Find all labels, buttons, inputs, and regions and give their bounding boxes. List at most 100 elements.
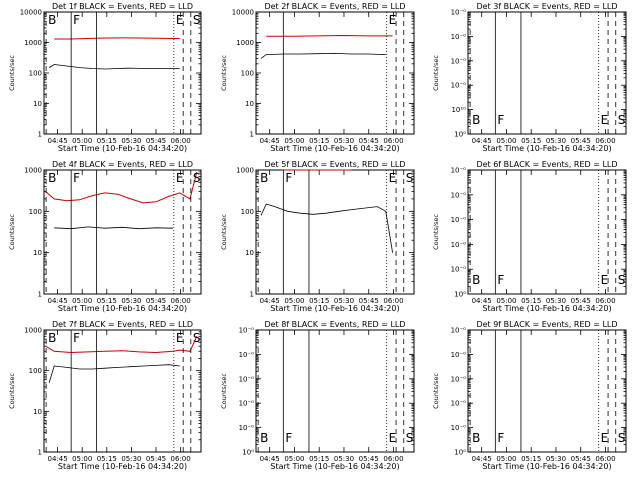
- x-tick-label: 05:45: [359, 455, 379, 463]
- event-marker-label: S: [406, 431, 414, 445]
- y-tick-label: 10000: [232, 9, 254, 17]
- panel-title: Det 4f BLACK = Events, RED = LLD: [52, 160, 193, 169]
- panel-det-5: Det 5f BLACK = Events, RED = LLD 1 10 100 10…: [220, 160, 415, 313]
- x-axis-label: Start Time (10-Feb-16 04:34:20): [58, 144, 187, 153]
- lld-series-line: [45, 171, 198, 204]
- panel-det-7: Det 7f BLACK = Events, RED = LLD 1 10 100 10…: [8, 320, 202, 471]
- x-axis-label: Start Time (10-Feb-16 04:34:20): [270, 304, 399, 313]
- x-tick-label: 05:15: [97, 297, 117, 305]
- x-tick-label: 05:45: [359, 137, 379, 145]
- x-tick-label: 05:15: [309, 297, 329, 305]
- y-tick-label: 10⁻⁰: [451, 167, 467, 175]
- y-axis-label: Counts/sec: [432, 55, 440, 91]
- y-tick-label: 10⁻⁰: [239, 375, 255, 383]
- y-axis-label: Counts/sec: [8, 214, 16, 250]
- x-tick-label: 06:00: [595, 297, 615, 305]
- x-tick-label: 05:30: [546, 455, 566, 463]
- x-tick-label: 05:30: [334, 137, 354, 145]
- y-axis-label: Counts/sec: [220, 55, 228, 91]
- y-tick-label: 100: [241, 70, 254, 78]
- panel-det-4: Det 4f BLACK = Events, RED = LLD 1 10 100 10…: [8, 160, 202, 313]
- y-tick-label: 10: [245, 100, 254, 108]
- x-tick-label: 05:00: [284, 297, 304, 305]
- plot-frame: [467, 329, 627, 453]
- x-tick-label: 05:30: [334, 455, 354, 463]
- plot-frame: [467, 169, 627, 295]
- y-tick-label: 100: [29, 70, 42, 78]
- y-tick-label: 1000: [24, 167, 42, 175]
- y-tick-label: 10: [33, 249, 42, 257]
- event-marker-label: E: [176, 331, 184, 345]
- panel-det-6: Det 6f BLACK = Events, RED = LLD 10⁰ 10⁻⁰ 1…: [432, 160, 627, 313]
- y-tick-label: 10000: [20, 9, 42, 17]
- y-tick-label: 10⁰: [454, 131, 466, 139]
- y-axis-label: Counts/sec: [432, 373, 440, 409]
- event-marker-label: F: [497, 113, 504, 127]
- y-tick-label: 100: [241, 208, 254, 216]
- panel-title: Det 8f BLACK = Events, RED = LLD: [264, 320, 405, 329]
- x-tick-label: 05:30: [121, 137, 141, 145]
- y-tick-label: 10⁻⁰: [451, 400, 467, 408]
- y-tick-label: 10⁰: [454, 449, 466, 457]
- x-tick-label: 05:15: [97, 137, 117, 145]
- event-marker-label: E: [601, 113, 609, 127]
- x-axis-label: Start Time (10-Feb-16 04:34:20): [482, 462, 611, 471]
- y-tick-label: 10⁻⁰: [451, 191, 467, 199]
- events-series-line: [48, 64, 180, 70]
- x-tick-label: 05:00: [72, 297, 92, 305]
- y-tick-label: 1: [250, 291, 254, 299]
- x-tick-label: 05:45: [359, 297, 379, 305]
- y-axis-label: Counts/sec: [220, 214, 228, 250]
- x-tick-label: 04:45: [260, 137, 280, 145]
- y-tick-label: 10⁻⁰: [239, 400, 255, 408]
- x-tick-label: 05:15: [97, 455, 117, 463]
- y-tick-label: 10: [33, 408, 42, 416]
- plot-frame: [43, 169, 202, 295]
- y-tick-label: 10⁻⁰: [451, 327, 467, 335]
- y-tick-label: 10⁻⁰: [239, 424, 255, 432]
- panel-title: Det 6f BLACK = Events, RED = LLD: [476, 160, 617, 169]
- y-tick-label: 1000: [236, 167, 254, 175]
- y-tick-label: 10⁻⁰: [451, 33, 467, 41]
- event-marker-label: E: [389, 431, 397, 445]
- lld-series-line: [266, 34, 393, 37]
- x-tick-label: 05:00: [72, 137, 92, 145]
- y-tick-label: 10⁻⁰: [239, 327, 255, 335]
- x-tick-label: 05:00: [496, 137, 516, 145]
- plot-frame: [467, 11, 627, 135]
- event-marker-label: B: [472, 113, 480, 127]
- event-marker-label: E: [389, 171, 397, 185]
- x-tick-label: 05:30: [546, 137, 566, 145]
- event-marker-label: E: [601, 431, 609, 445]
- event-marker-label: E: [176, 171, 184, 185]
- event-marker-label: B: [260, 171, 268, 185]
- x-tick-label: 05:15: [309, 137, 329, 145]
- x-tick-label: 04:45: [472, 137, 492, 145]
- x-tick-label: 04:45: [260, 455, 280, 463]
- event-marker-label: S: [193, 331, 201, 345]
- y-tick-label: 10¹⁰: [451, 106, 466, 114]
- panel-det-2: Det 2f BLACK = Events, RED = LLD 1 10 100 10…: [220, 2, 415, 153]
- x-tick-label: 05:00: [284, 455, 304, 463]
- event-marker-label: S: [618, 431, 626, 445]
- event-marker-label: S: [618, 113, 626, 127]
- event-marker-label: F: [285, 171, 292, 185]
- x-tick-label: 05:00: [496, 297, 516, 305]
- y-tick-label: 1000: [236, 39, 254, 47]
- y-tick-label: 10⁻⁰: [451, 351, 467, 359]
- y-tick-label: 10⁻⁰: [239, 351, 255, 359]
- y-tick-label: 10: [33, 100, 42, 108]
- y-tick-label: 10⁻⁰: [451, 57, 467, 65]
- panel-title: Det 9f BLACK = Events, RED = LLD: [476, 320, 617, 329]
- y-tick-label: 10⁻⁰: [451, 266, 467, 274]
- x-axis-label: Start Time (10-Feb-16 04:34:20): [270, 462, 399, 471]
- event-marker-label: E: [389, 13, 397, 27]
- event-marker-label: S: [406, 171, 414, 185]
- x-tick-label: 04:45: [47, 455, 67, 463]
- y-tick-label: 10⁻⁰: [451, 216, 467, 224]
- x-tick-label: 04:45: [472, 455, 492, 463]
- y-tick-label: 1: [250, 131, 254, 139]
- plot-frame: [43, 329, 202, 453]
- event-marker-label: S: [618, 273, 626, 287]
- x-tick-label: 06:00: [595, 137, 615, 145]
